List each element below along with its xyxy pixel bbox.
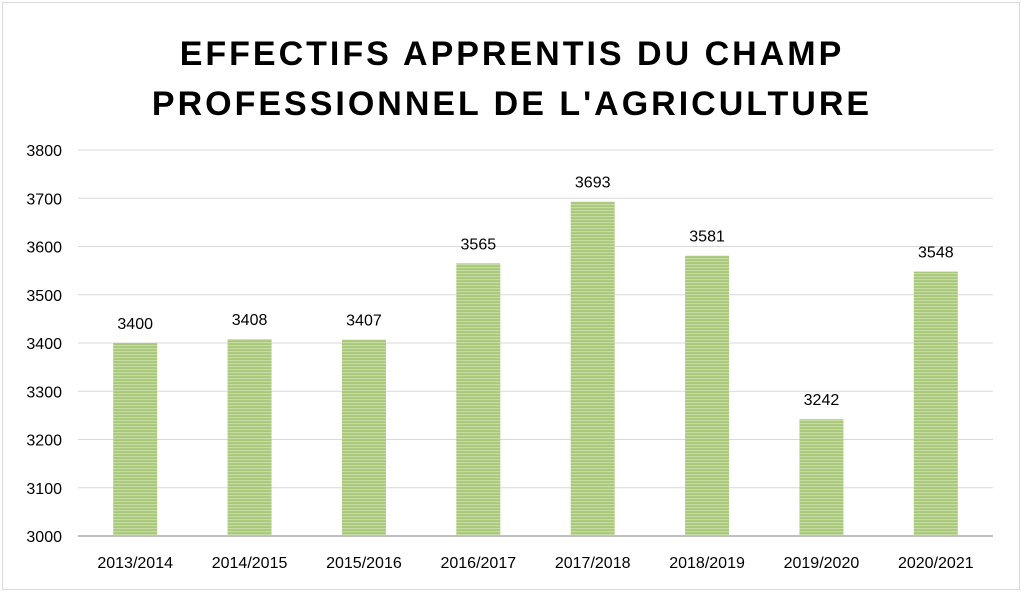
y-tick-label: 3000 [26, 529, 62, 546]
x-category-label: 2020/2021 [898, 555, 974, 572]
x-category-label: 2013/2014 [97, 555, 173, 572]
x-category-label: 2014/2015 [212, 555, 288, 572]
data-label: 3693 [575, 175, 611, 192]
bar-2013-2014 [113, 343, 158, 536]
y-tick-label: 3100 [26, 481, 62, 498]
data-labels: 3400 3408 3407 3565 3693 3581 3242 3548 [117, 175, 953, 410]
chart-title: EFFECTIFS APPRENTIS DU CHAMP PROFESSIONN… [3, 29, 1021, 129]
x-category-label: 2019/2020 [784, 555, 860, 572]
bar-2020-2021 [913, 271, 958, 536]
bar-2014-2015 [227, 339, 272, 536]
bar-2015-2016 [341, 339, 386, 536]
data-label: 3408 [232, 312, 268, 329]
data-label: 3565 [461, 236, 497, 253]
x-category-label: 2017/2018 [555, 555, 631, 572]
x-category-label: 2018/2019 [669, 555, 745, 572]
chart-title-line-1: EFFECTIFS APPRENTIS DU CHAMP [179, 35, 845, 73]
y-tick-label: 3700 [26, 191, 62, 208]
x-category-label: 2015/2016 [326, 555, 402, 572]
chart-title-line-2: PROFESSIONNEL DE L'AGRICULTURE [151, 85, 873, 123]
y-tick-label: 3800 [26, 143, 62, 160]
data-label: 3400 [117, 316, 153, 333]
x-category-label: 2016/2017 [440, 555, 516, 572]
x-axis-category-labels: 2013/2014 2014/2015 2015/2016 2016/2017 2017… [97, 555, 973, 572]
y-tick-label: 3200 [26, 433, 62, 450]
data-label: 3581 [689, 229, 725, 246]
y-tick-label: 3600 [26, 240, 62, 257]
data-label: 3407 [346, 313, 382, 330]
data-label: 3242 [804, 392, 840, 409]
y-tick-label: 3400 [26, 336, 62, 353]
y-axis-tick-labels: 3000 3100 3200 3300 3400 3500 3600 3700 3800 [26, 143, 62, 546]
bar-2019-2020 [799, 419, 844, 536]
bar-2016-2017 [456, 263, 501, 536]
bars [113, 201, 958, 537]
grid-lines [78, 149, 993, 489]
y-tick-label: 3500 [26, 288, 62, 305]
bar-2017-2018 [570, 201, 615, 536]
data-label: 3548 [918, 245, 954, 262]
y-tick-label: 3300 [26, 384, 62, 401]
bar-2018-2019 [685, 255, 730, 537]
